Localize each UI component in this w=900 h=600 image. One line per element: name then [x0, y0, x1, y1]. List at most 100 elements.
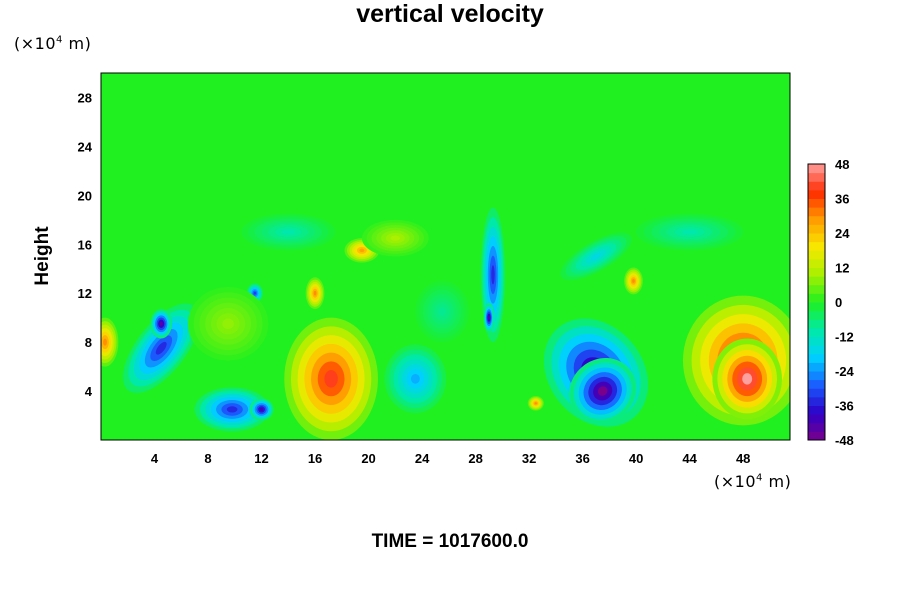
colorbar-band [808, 302, 825, 312]
colorbar-band [808, 215, 825, 225]
contour-level [682, 229, 698, 235]
colorbar-band [808, 181, 825, 191]
contour-level [534, 402, 537, 405]
contour-level [281, 229, 295, 235]
colorbar-frame [807, 163, 826, 441]
colorbar-band [808, 276, 825, 286]
contour-level [259, 407, 264, 411]
contour-feature [241, 213, 336, 251]
contour-feature [123, 303, 200, 394]
x-tick-label: 8 [204, 451, 211, 466]
colorbar-band [808, 396, 825, 406]
colorbar-band [808, 405, 825, 415]
colorbar-tick-label: -36 [835, 399, 854, 414]
contour-feature [712, 338, 782, 420]
contour-feature [569, 357, 637, 425]
contour-field [101, 73, 790, 440]
contour-feature [194, 387, 270, 432]
contour-level [324, 370, 338, 388]
colorbar-band [808, 422, 825, 432]
x-axis-ticks: 4 8 12 16 20 24 28 32 36 40 44 48 [151, 451, 751, 466]
contour-feature [636, 213, 744, 251]
contour-feature [483, 302, 495, 333]
contour-level [359, 248, 365, 253]
time-label: TIME = 1017600.0 [371, 531, 529, 552]
colorbar-tick-label: 24 [835, 226, 850, 241]
contour-feature [101, 317, 119, 367]
colorbar-tick-label: 0 [835, 295, 842, 310]
contour-feature [150, 309, 172, 339]
colorbar-band [808, 233, 825, 243]
contour-level [438, 307, 446, 316]
colorbar-tick-label: -12 [835, 330, 854, 345]
y-tick-label: 8 [85, 335, 92, 350]
colorbar-band [808, 258, 825, 268]
contour-level [742, 373, 753, 385]
y-tick-label: 12 [78, 286, 92, 301]
colorbar-band [808, 327, 825, 337]
colorbar-band [808, 250, 825, 260]
colorbar-band [808, 207, 825, 217]
contour-level [597, 386, 608, 396]
contour-level [390, 235, 401, 241]
y-tick-label: 24 [78, 139, 93, 154]
colorbar-tick-label: -24 [835, 364, 855, 379]
contour-level [411, 373, 420, 384]
colorbar-tick-label: -48 [835, 433, 854, 448]
contour-feature [305, 277, 325, 310]
contour-feature [415, 280, 469, 343]
colorbar-band [808, 164, 825, 174]
x-tick-label: 44 [682, 451, 697, 466]
colorbar-band [808, 293, 825, 303]
x-tick-label: 12 [254, 451, 268, 466]
colorbar-band [808, 172, 825, 182]
colorbar-band [808, 267, 825, 277]
contour-feature [361, 219, 429, 257]
colorbar-band [808, 371, 825, 381]
contour-level [590, 253, 602, 260]
y-tick-label: 16 [78, 237, 92, 252]
colorbar-band [808, 345, 825, 355]
x-tick-label: 40 [629, 451, 643, 466]
colorbar-band [808, 336, 825, 346]
colorbar-band [808, 319, 825, 329]
colorbar: 48 36 24 12 0 -12 -24 -36 -48 [807, 157, 855, 448]
contour-feature [284, 317, 378, 440]
contour-feature [527, 395, 544, 411]
colorbar-tick-label: 36 [835, 192, 849, 207]
y-tick-label: 4 [85, 384, 93, 399]
colorbar-band [808, 431, 825, 441]
colorbar-tick-label: 12 [835, 261, 849, 276]
colorbar-band [808, 388, 825, 398]
y-axis-ticks: 4 8 12 16 20 24 28 [78, 90, 93, 399]
plot-frame [100, 72, 791, 441]
contour-feature [187, 287, 269, 361]
y-tick-label: 20 [78, 188, 92, 203]
contour-feature [384, 344, 447, 414]
colorbar-band [808, 362, 825, 372]
x-tick-label: 16 [308, 451, 322, 466]
contour-level [103, 338, 107, 346]
colorbar-band [808, 379, 825, 389]
contour-feature [560, 232, 632, 281]
contour-feature [249, 398, 274, 421]
x-tick-label: 20 [361, 451, 375, 466]
chart-title: vertical velocity [356, 0, 544, 28]
y-axis-unit: (×104 m) [14, 34, 92, 53]
x-tick-label: 4 [151, 451, 159, 466]
contour-level [222, 318, 234, 330]
contour-feature [624, 267, 643, 295]
colorbar-band [808, 353, 825, 363]
colorbar-band [808, 189, 825, 199]
contour-level [155, 341, 167, 355]
contour-level [488, 315, 490, 320]
colorbar-band [808, 198, 825, 208]
x-tick-label: 24 [415, 451, 430, 466]
contour-level [313, 290, 317, 296]
x-tick-label: 48 [736, 451, 750, 466]
y-tick-label: 28 [78, 90, 92, 105]
colorbar-band [808, 224, 825, 234]
x-tick-label: 32 [522, 451, 536, 466]
